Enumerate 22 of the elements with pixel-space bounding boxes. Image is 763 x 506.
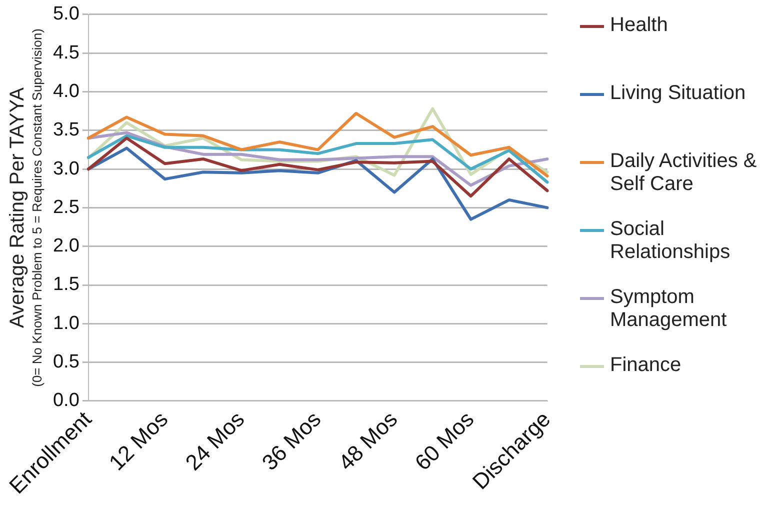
y-tick-label: 0.0 bbox=[52, 390, 80, 412]
x-tick-label: 12 Mos bbox=[104, 406, 173, 476]
y-tick-label: 0.5 bbox=[52, 352, 80, 373]
y-axis-title: Average Rating Per TAYYA (0= No Known Problem to 5 = Requires Constant Supervision) bbox=[6, 28, 45, 387]
y-tick-label: 2.0 bbox=[52, 236, 80, 257]
legend-label: Health bbox=[610, 14, 668, 37]
y-tick-label: 1.0 bbox=[52, 312, 80, 334]
x-tick-label: 24 Mos bbox=[180, 406, 250, 476]
y-tick-label: 3.0 bbox=[52, 158, 80, 180]
y-tick-label: 5.0 bbox=[52, 4, 80, 25]
y-tick-label: 4.5 bbox=[52, 42, 80, 64]
legend-label: Social Relationships bbox=[610, 218, 732, 264]
legend-label: Symptom Management bbox=[610, 286, 728, 332]
x-tick-label: 48 Mos bbox=[333, 406, 402, 476]
legend-label: Daily Activities & Self Care bbox=[610, 150, 758, 196]
y-tick-label: 4.0 bbox=[52, 80, 80, 102]
x-tick-label: 36 Mos bbox=[256, 406, 326, 476]
legend-label: Living Situation bbox=[610, 82, 746, 105]
y-tick-label: 3.5 bbox=[52, 120, 80, 141]
y-tick-label: 2.5 bbox=[52, 196, 80, 218]
legend-label: Finance bbox=[610, 354, 682, 377]
y-tick-label: 1.5 bbox=[52, 274, 80, 296]
